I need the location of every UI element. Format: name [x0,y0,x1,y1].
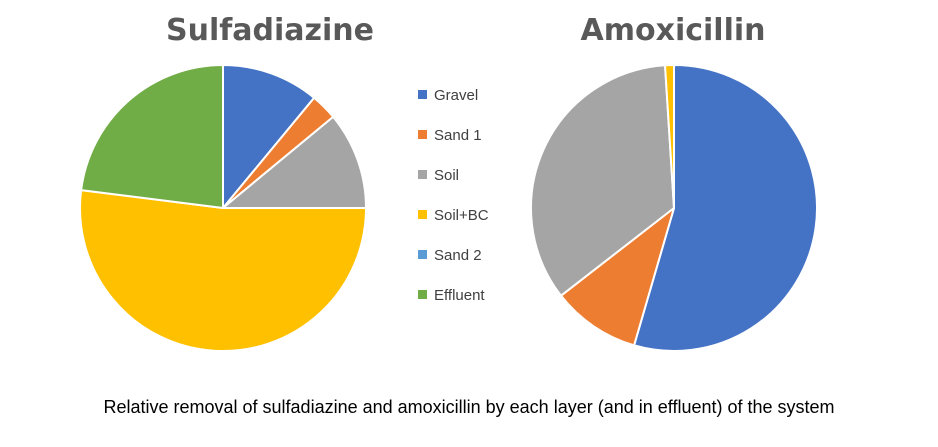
amoxicillin-title: Amoxicillin [581,13,766,48]
legend-swatch-sand-2 [418,250,427,259]
legend-swatch-effluent [418,290,427,299]
amoxicillin-slice-sand-1 [560,207,675,347]
legend-label-soil-bc: Soil+BC [434,207,489,224]
legend-swatch-sand-1 [418,130,427,139]
sulfadiazine-slice-gravel [222,64,316,209]
sulfadiazine-pie [79,64,367,352]
sulfadiazine-slice-soil-bc [79,189,367,352]
legend-swatch-soil [418,170,427,179]
sulfadiazine-slice-soil [222,115,367,209]
figure-caption: Relative removal of sulfadiazine and amo… [103,397,834,417]
legend: Gravel Sand 1 Soil Soil+BC Sand 2 Efflue… [418,87,489,304]
amoxicillin-slice-soil-bc [664,63,675,209]
amoxicillin-slice-soil [530,64,675,297]
amoxicillin-pie [530,63,819,352]
sulfadiazine-slice-effluent [80,64,224,209]
legend-swatch-gravel [418,90,427,99]
sulfadiazine-title: Sulfadiazine [166,13,374,48]
legend-label-gravel: Gravel [434,87,478,104]
legend-label-effluent: Effluent [434,287,485,304]
legend-label-sand-1: Sand 1 [434,127,482,144]
legend-label-soil: Soil [434,167,459,184]
legend-label-sand-2: Sand 2 [434,247,482,264]
amoxicillin-slice-gravel [633,64,819,352]
legend-swatch-soil-bc [418,210,427,219]
